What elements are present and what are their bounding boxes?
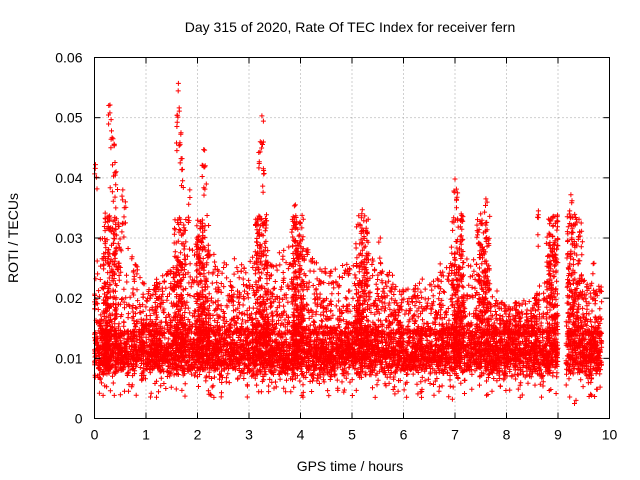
- data-point: [418, 379, 424, 385]
- data-point: [422, 368, 428, 374]
- data-point: [445, 369, 450, 375]
- data-point: [310, 378, 315, 384]
- data-point: [350, 363, 356, 369]
- data-point: [203, 378, 209, 384]
- data-point: [447, 383, 453, 389]
- data-point: [180, 372, 186, 378]
- data-point: [502, 365, 508, 371]
- data-point: [171, 372, 177, 378]
- data-point: [277, 376, 283, 382]
- data-point: [447, 377, 453, 383]
- data-point: [540, 338, 546, 344]
- data-point: [165, 368, 171, 374]
- data-point: [327, 377, 333, 382]
- data-point: [311, 338, 317, 344]
- data-point: [223, 379, 229, 385]
- data-point: [514, 372, 520, 377]
- data-point: [347, 379, 353, 385]
- data-point: [167, 373, 173, 379]
- data-point: [564, 371, 569, 377]
- data-point: [410, 371, 416, 377]
- data-point: [355, 370, 360, 376]
- data-point: [461, 377, 467, 383]
- data-point: [339, 379, 345, 385]
- data-point: [404, 372, 409, 377]
- data-point: [427, 381, 433, 386]
- data-point: [578, 377, 584, 383]
- data-point: [166, 336, 172, 342]
- data-point: [116, 321, 122, 327]
- data-point: [540, 379, 546, 385]
- data-point: [106, 369, 111, 375]
- data-point: [300, 382, 306, 388]
- data-point: [497, 376, 503, 381]
- data-point: [217, 376, 222, 382]
- data-point: [225, 371, 231, 377]
- data-points: [92, 80, 605, 406]
- data-point: [566, 376, 572, 382]
- data-point: [303, 375, 309, 380]
- data-point: [99, 380, 104, 386]
- data-point: [349, 377, 355, 383]
- data-point: [266, 383, 272, 389]
- data-point: [284, 377, 289, 383]
- data-point: [324, 346, 330, 352]
- data-point: [241, 376, 247, 381]
- data-point: [147, 370, 153, 376]
- data-point: [334, 377, 340, 383]
- data-point: [158, 375, 164, 381]
- data-point: [297, 378, 303, 384]
- data-point: [375, 377, 381, 383]
- data-point: [419, 374, 425, 380]
- data-point: [189, 371, 195, 377]
- data-point: [137, 365, 143, 370]
- data-point: [314, 378, 320, 384]
